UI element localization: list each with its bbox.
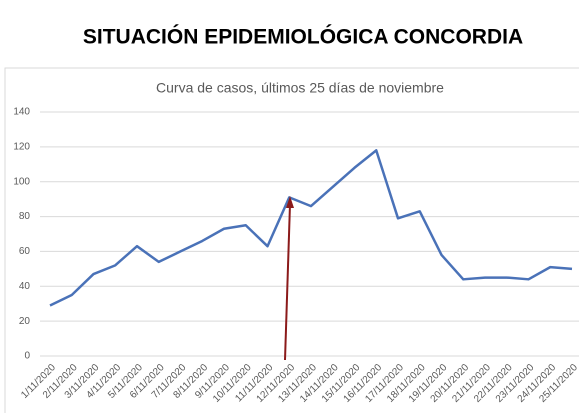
y-tick-label: 120 — [13, 141, 30, 152]
chart-title: Curva de casos, últimos 25 días de novie… — [156, 80, 444, 96]
y-tick-label: 80 — [19, 211, 31, 222]
chart-frame — [4, 67, 579, 418]
arrow-head — [286, 196, 294, 208]
page-title: SITUACIÓN EPIDEMIOLÓGICA CONCORDIA — [83, 25, 523, 49]
y-tick-label: 20 — [19, 316, 31, 327]
y-tick-label: 100 — [13, 176, 30, 187]
annotation-arrow — [284, 203, 291, 361]
data-line — [49, 149, 573, 307]
y-tick-label: 0 — [24, 351, 30, 362]
y-tick-label: 140 — [13, 107, 30, 118]
y-tick-label: 60 — [19, 246, 31, 257]
y-tick-label: 40 — [19, 281, 31, 292]
